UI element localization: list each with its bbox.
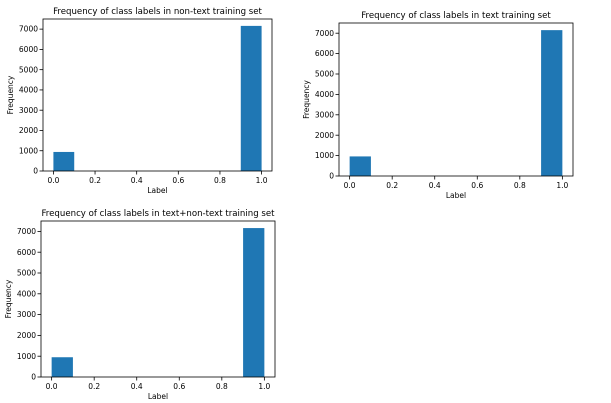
bar-1 [349, 156, 371, 176]
y-tick-label: 4000 [315, 90, 334, 99]
chart-3: 0.0 0.2 0.4 0.6 0.8 1.0 0 1000 2000 3000 4000 5000 6… [4, 209, 276, 401]
x-tick-label: 0.0 [46, 382, 58, 391]
y-tick-label: 4000 [19, 86, 38, 95]
y-tick-label: 0 [33, 167, 38, 176]
y-tick-label: 5000 [19, 65, 38, 74]
axes-frame [40, 220, 276, 378]
x-tick-label: 0.2 [88, 382, 100, 391]
y-tick-label: 6000 [17, 248, 36, 257]
x-tick-label: 0.8 [514, 181, 526, 190]
y-tick-label: 5000 [315, 70, 334, 79]
y-tick-label: 3000 [19, 106, 38, 115]
x-tick-label: 0.6 [173, 382, 185, 391]
x-tick-label: 1.0 [258, 382, 270, 391]
axes-frame [42, 18, 273, 172]
bar-1 [53, 151, 75, 171]
bar-2 [541, 30, 563, 176]
x-tick-label: 0.8 [216, 382, 228, 391]
y-tick-label: 2000 [315, 131, 334, 140]
bar-1 [51, 357, 73, 377]
x-axis-label: Label [446, 191, 466, 200]
y-tick-label: 3000 [315, 110, 334, 119]
chart-1: 0.0 0.2 0.4 0.6 0.8 1.0 0 1000 2000 3000 4000 5000 6… [6, 7, 273, 195]
chart-title: Frequency of class labels in text traini… [361, 11, 551, 21]
x-tick-label: 0.6 [172, 176, 184, 185]
y-tick-label: 5000 [17, 269, 36, 278]
charts-container: 0.0 0.2 0.4 0.6 0.8 1.0 0 1000 2000 3000 4000 5000 6… [4, 7, 574, 401]
y-tick-label: 1000 [19, 146, 38, 155]
x-tick-label: 0.0 [47, 176, 59, 185]
y-tick-label: 2000 [17, 331, 36, 340]
x-tick-label: 0.2 [89, 176, 101, 185]
chart-title: Frequency of class labels in text+non-te… [41, 209, 275, 219]
x-tick-label: 0.8 [214, 176, 226, 185]
x-tick-label: 0.4 [429, 181, 441, 190]
y-tick-label: 0 [329, 172, 334, 181]
chart-2: 0.0 0.2 0.4 0.6 0.8 1.0 0 1000 2000 3000 4000 5000 6… [302, 11, 574, 200]
y-tick-label: 1000 [315, 151, 334, 160]
x-axis-label: Label [147, 186, 167, 195]
y-axis-label: Frequency [6, 75, 15, 114]
y-tick-label: 3000 [17, 310, 36, 319]
bar-2 [243, 228, 265, 377]
x-tick-label: 0.4 [131, 176, 143, 185]
x-tick-label: 0.6 [471, 181, 483, 190]
y-tick-label: 7000 [17, 227, 36, 236]
x-axis-label: Label [148, 392, 168, 401]
bar-2 [240, 25, 262, 171]
y-axis-label: Frequency [302, 80, 311, 119]
y-tick-label: 6000 [315, 49, 334, 58]
axes-frame [338, 22, 574, 177]
x-tick-label: 0.0 [344, 181, 356, 190]
x-tick-label: 0.4 [131, 382, 143, 391]
y-tick-label: 4000 [17, 289, 36, 298]
y-axis-label: Frequency [4, 279, 13, 318]
x-tick-label: 1.0 [556, 181, 568, 190]
y-tick-label: 6000 [19, 45, 38, 54]
chart-title: Frequency of class labels in non-text tr… [53, 7, 262, 17]
x-tick-label: 0.2 [386, 181, 398, 190]
y-tick-label: 2000 [19, 126, 38, 135]
y-tick-label: 7000 [315, 29, 334, 38]
y-tick-label: 1000 [17, 352, 36, 361]
y-tick-label: 0 [31, 373, 36, 382]
y-tick-label: 7000 [19, 25, 38, 34]
x-tick-label: 1.0 [256, 176, 268, 185]
